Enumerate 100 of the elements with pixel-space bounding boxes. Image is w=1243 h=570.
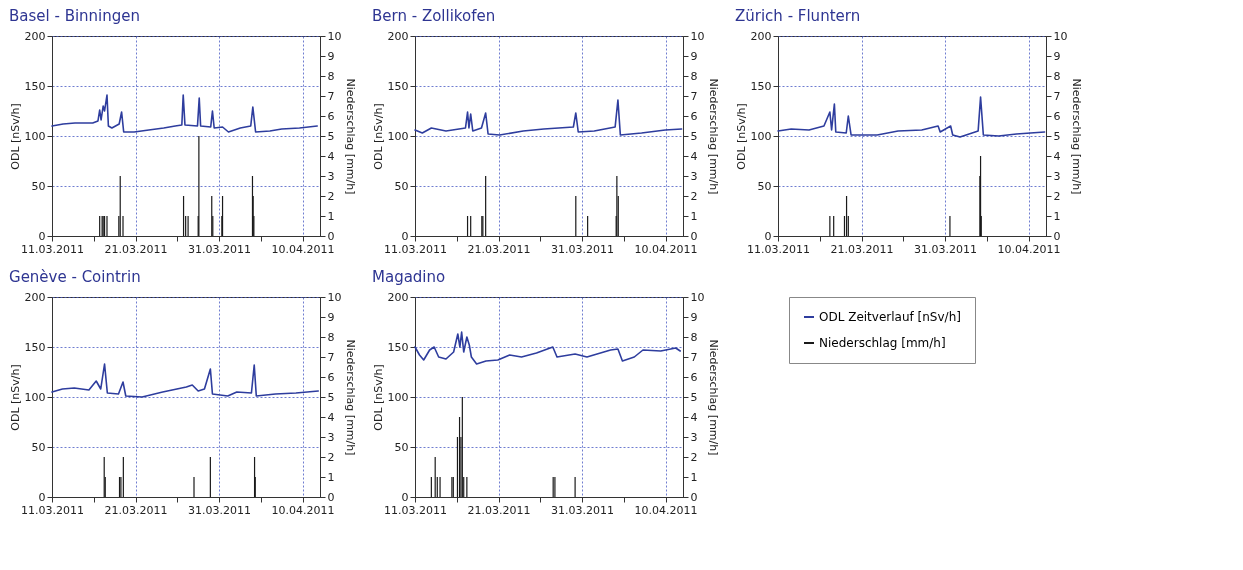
x-tick-label: 11.03.2011 (21, 242, 84, 256)
y2-tick-label: 1 (690, 209, 698, 223)
y2-tick-label: 9 (690, 310, 698, 324)
y2-tick-label: 4 (690, 410, 698, 424)
x-tick-label: 21.03.2011 (467, 503, 531, 517)
y-tick-label: 200 (387, 29, 409, 43)
y-tick-label: 150 (387, 79, 409, 93)
chart-title: Bern - Zollikofen (372, 7, 496, 25)
y2-tick-label: 7 (327, 350, 335, 364)
y2-tick-label: 7 (1053, 89, 1061, 103)
y2-tick-label: 0 (327, 490, 335, 504)
x-tick-label: 11.03.2011 (384, 242, 447, 256)
y-axis-title: ODL [nSv/h] (371, 103, 385, 170)
y-tick-label: 50 (394, 179, 409, 193)
x-tick-label: 31.03.2011 (551, 242, 615, 256)
y-tick-label: 50 (31, 440, 46, 454)
x-tick-label: 10.04.2011 (997, 242, 1061, 256)
y2-tick-label: 3 (690, 430, 698, 444)
y-tick-label: 50 (757, 179, 772, 193)
y2-tick-label: 9 (327, 49, 335, 63)
y2-tick-label: 0 (327, 229, 335, 243)
y2-tick-label: 7 (690, 89, 698, 103)
y-tick-label: 0 (764, 229, 772, 243)
y2-tick-label: 1 (327, 209, 335, 223)
y2-tick-label: 1 (327, 470, 335, 484)
y-tick-label: 150 (24, 340, 46, 354)
y-tick-label: 100 (387, 129, 409, 143)
y2-tick-label: 3 (327, 169, 335, 183)
y2-tick-label: 8 (690, 330, 698, 344)
y2-tick-label: 6 (327, 370, 335, 384)
x-tick-label: 31.03.2011 (551, 503, 615, 517)
y-tick-label: 100 (387, 390, 409, 404)
y2-tick-label: 2 (327, 450, 335, 464)
y-axis-title: ODL [nSv/h] (8, 364, 22, 431)
y2-tick-label: 3 (1053, 169, 1061, 183)
y2-tick-label: 8 (690, 69, 698, 83)
x-tick-label: 21.03.2011 (104, 503, 168, 517)
x-tick-label: 11.03.2011 (384, 503, 447, 517)
y2-axis-title: Niederschlag [mm/h] (707, 78, 721, 195)
legend-label: ODL Zeitverlauf [nSv/h] (819, 310, 961, 324)
y2-axis-title: Niederschlag [mm/h] (707, 339, 721, 456)
y2-tick-label: 1 (690, 470, 698, 484)
y2-axis-title: Niederschlag [mm/h] (344, 339, 358, 456)
y2-tick-label: 2 (327, 189, 335, 203)
x-tick-label: 10.04.2011 (271, 503, 335, 517)
x-tick-label: 31.03.2011 (914, 242, 978, 256)
x-tick-label: 11.03.2011 (21, 503, 84, 517)
y-tick-label: 100 (24, 390, 46, 404)
y2-tick-label: 0 (690, 229, 698, 243)
y2-tick-label: 6 (690, 109, 698, 123)
y2-tick-label: 5 (327, 129, 335, 143)
y2-tick-label: 7 (690, 350, 698, 364)
y-tick-label: 200 (750, 29, 772, 43)
x-tick-label: 11.03.2011 (747, 242, 810, 256)
y2-tick-label: 9 (690, 49, 698, 63)
x-tick-label: 21.03.2011 (830, 242, 894, 256)
y2-tick-label: 10 (690, 29, 705, 43)
y2-tick-label: 6 (690, 370, 698, 384)
y2-tick-label: 4 (690, 149, 698, 163)
legend-label: Niederschlag [mm/h] (819, 336, 946, 350)
y2-tick-label: 6 (327, 109, 335, 123)
x-tick-label: 10.04.2011 (634, 242, 698, 256)
y2-tick-label: 0 (1053, 229, 1061, 243)
y2-tick-label: 3 (327, 430, 335, 444)
y-tick-label: 100 (750, 129, 772, 143)
y2-tick-label: 5 (690, 390, 698, 404)
y-tick-label: 200 (24, 29, 46, 43)
x-tick-label: 21.03.2011 (104, 242, 168, 256)
chart-title: Zürich - Fluntern (735, 7, 861, 25)
chart-title: Genève - Cointrin (9, 268, 141, 286)
y2-tick-label: 10 (690, 290, 705, 304)
y2-tick-label: 2 (690, 450, 698, 464)
x-tick-label: 10.04.2011 (271, 242, 335, 256)
y2-tick-label: 5 (327, 390, 335, 404)
y2-tick-label: 8 (327, 330, 335, 344)
y2-tick-label: 0 (690, 490, 698, 504)
y2-tick-label: 8 (1053, 69, 1061, 83)
y2-axis-title: Niederschlag [mm/h] (1070, 78, 1084, 195)
y2-tick-label: 10 (327, 290, 342, 304)
y-tick-label: 0 (401, 229, 409, 243)
y2-tick-label: 2 (1053, 189, 1061, 203)
y2-tick-label: 5 (690, 129, 698, 143)
y-tick-label: 0 (38, 229, 46, 243)
y2-tick-label: 6 (1053, 109, 1061, 123)
y-axis-title: ODL [nSv/h] (8, 103, 22, 170)
y2-tick-label: 5 (1053, 129, 1061, 143)
x-tick-label: 31.03.2011 (188, 503, 252, 517)
chart-title: Magadino (372, 268, 446, 286)
y-tick-label: 0 (401, 490, 409, 504)
y2-tick-label: 10 (327, 29, 342, 43)
y-tick-label: 0 (38, 490, 46, 504)
y2-tick-label: 9 (1053, 49, 1061, 63)
x-tick-label: 10.04.2011 (634, 503, 698, 517)
y-tick-label: 200 (387, 290, 409, 304)
chart-title: Basel - Binningen (9, 7, 141, 25)
y2-tick-label: 2 (690, 189, 698, 203)
y-tick-label: 150 (24, 79, 46, 93)
y2-tick-label: 4 (327, 410, 335, 424)
y-tick-label: 150 (750, 79, 772, 93)
y-tick-label: 200 (24, 290, 46, 304)
